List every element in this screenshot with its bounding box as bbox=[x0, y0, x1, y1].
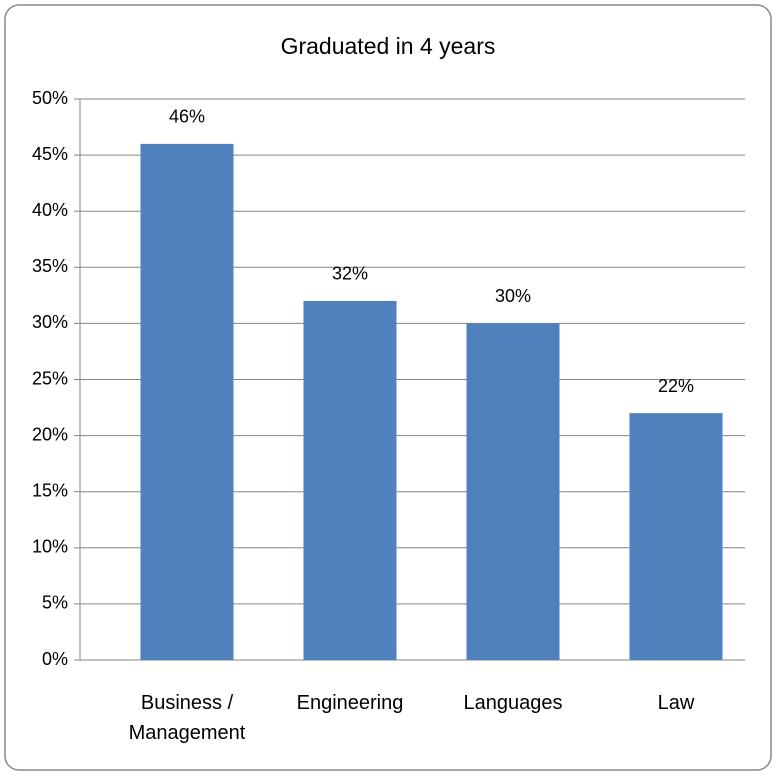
bar bbox=[303, 300, 397, 660]
y-tick-label: 0% bbox=[42, 649, 68, 669]
bar bbox=[140, 143, 234, 660]
y-tick-label: 15% bbox=[32, 480, 68, 500]
y-tick-label: 20% bbox=[32, 424, 68, 444]
chart-title: Graduated in 4 years bbox=[281, 33, 496, 59]
data-label: 22% bbox=[658, 376, 694, 396]
x-tick-label: Law bbox=[657, 692, 695, 714]
y-tick-label: 10% bbox=[32, 537, 68, 557]
bar bbox=[629, 413, 723, 660]
y-tick-label: 45% bbox=[32, 144, 68, 164]
y-tick-label: 5% bbox=[42, 593, 68, 613]
y-tick-label: 30% bbox=[32, 312, 68, 332]
x-tick-label: Business / Management bbox=[128, 692, 246, 744]
y-tick-label: 50% bbox=[32, 88, 68, 108]
bar bbox=[466, 323, 560, 660]
data-label: 46% bbox=[169, 107, 205, 127]
data-label: 30% bbox=[495, 286, 531, 306]
data-label: 32% bbox=[332, 264, 368, 284]
y-tick-label: 40% bbox=[32, 200, 68, 220]
x-tick-label: Engineering bbox=[296, 692, 404, 714]
x-tick-label: Languages bbox=[463, 692, 563, 714]
y-tick-label: 35% bbox=[32, 256, 68, 276]
y-tick-label: 25% bbox=[32, 368, 68, 388]
